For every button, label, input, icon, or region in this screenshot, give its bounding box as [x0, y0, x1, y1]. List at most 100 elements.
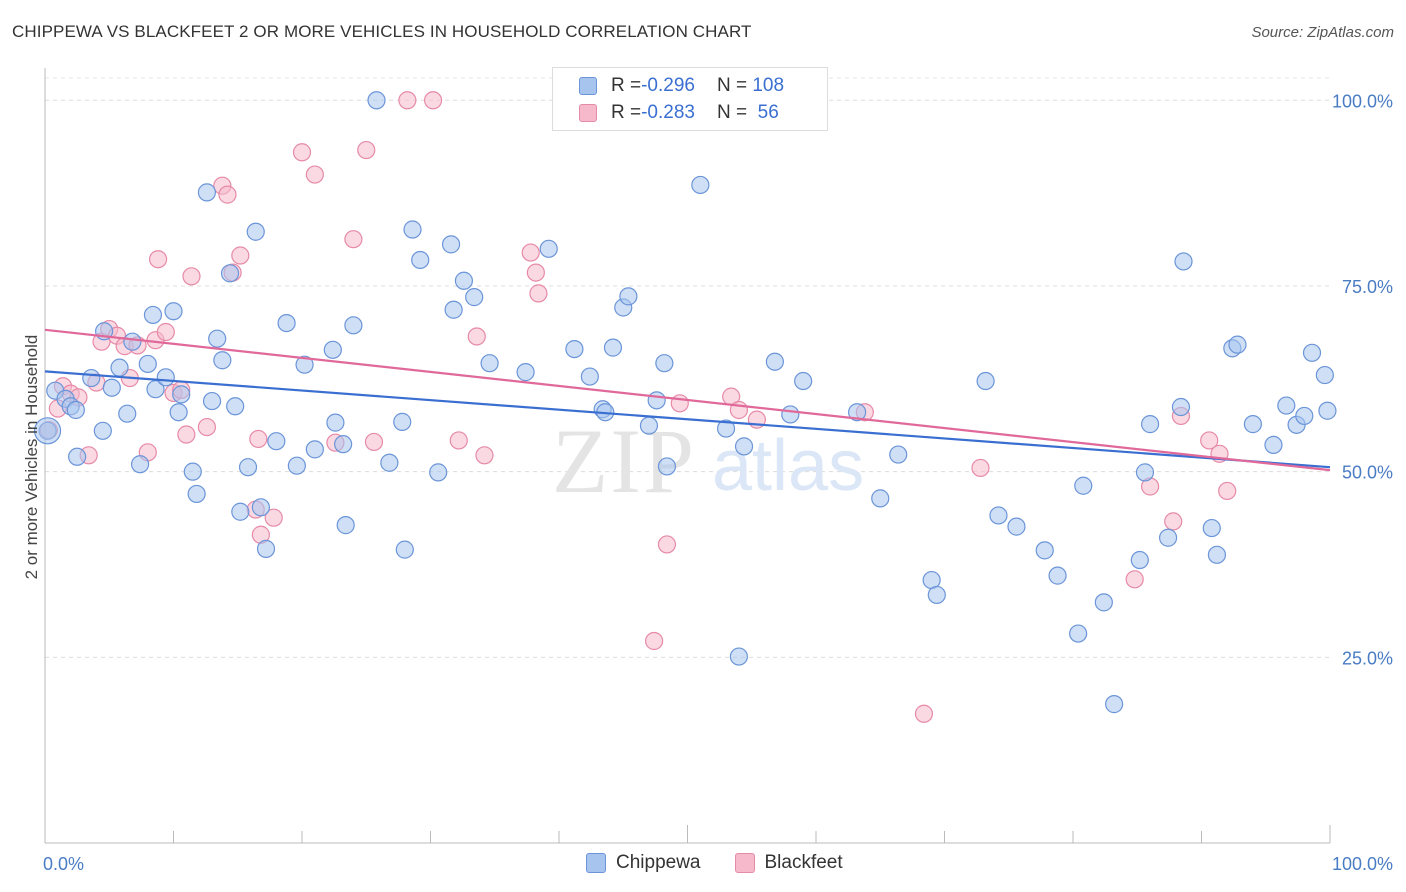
- chippewa-point: [202, 391, 222, 411]
- chippewa-point: [326, 413, 345, 432]
- chippewa-point: [603, 338, 623, 357]
- blackfeet-point: [449, 431, 468, 450]
- blackfeet-point: [148, 250, 168, 269]
- chippewa-point: [794, 371, 813, 391]
- chippewa-point: [889, 445, 908, 464]
- chippewa-point: [169, 403, 188, 422]
- chippewa-point: [1130, 550, 1149, 570]
- blackfeet-point: [971, 458, 990, 478]
- series-swatch-chippewa: [586, 853, 606, 873]
- watermark: ZIP atlas: [552, 410, 864, 512]
- chippewa-points: [33, 91, 1337, 714]
- chippewa-point: [197, 183, 217, 202]
- legend-r-value: -0.296: [641, 75, 695, 96]
- legend-r-label: R =: [611, 75, 642, 96]
- blackfeet-point: [644, 631, 664, 651]
- chippewa-point: [441, 235, 461, 254]
- chippewa-point: [1074, 476, 1093, 495]
- chippewa-point: [781, 405, 800, 424]
- blackfeet-point: [467, 327, 486, 346]
- chippewa-point: [336, 516, 355, 535]
- chippewa-point: [480, 354, 499, 373]
- blackfeet-point: [177, 425, 196, 444]
- chippewa-point: [183, 462, 202, 481]
- chippewa-point: [516, 363, 535, 382]
- chippewa-point: [647, 391, 666, 410]
- blackfeet-point: [156, 322, 175, 342]
- tick-labels: 25.0% 50.0% 75.0% 100.0% 0.0% 100.0%: [43, 91, 1393, 874]
- chippewa-point: [267, 432, 286, 451]
- chippewa-point: [403, 220, 422, 239]
- blackfeet-points: [39, 91, 1237, 723]
- chippewa-point: [871, 489, 890, 508]
- source-label[interactable]: Source: ZipAtlas.com: [1251, 24, 1394, 41]
- blackfeet-point: [231, 246, 250, 265]
- chippewa-point: [208, 329, 227, 348]
- chippewa-point: [1048, 566, 1067, 585]
- chippewa-point: [539, 239, 558, 258]
- blackfeet-point: [292, 143, 312, 162]
- chippewa-point: [295, 355, 314, 374]
- series-legend-blackfeet[interactable]: Blackfeet: [734, 852, 843, 874]
- blackfeet-point: [914, 704, 934, 723]
- chippewa-point: [1035, 541, 1054, 560]
- chippewa-point: [367, 91, 386, 110]
- legend-n-label: N =: [716, 102, 753, 123]
- series-name-chippewa: Chippewa: [616, 852, 701, 873]
- chippewa-point: [1295, 406, 1314, 426]
- blackfeet-point: [364, 432, 384, 452]
- legend-n-value: 56: [752, 102, 779, 123]
- x-tick-label: 100.0%: [1332, 854, 1393, 874]
- chippewa-trend-line: [44, 370, 1331, 469]
- blackfeet-point: [182, 267, 201, 286]
- blackfeet-point: [1218, 481, 1237, 501]
- blackfeet-point: [305, 165, 324, 184]
- chippewa-point: [1207, 545, 1227, 564]
- legend-row-blackfeet: R = -0.283 N = 56: [579, 100, 779, 126]
- blackfeet-point: [218, 185, 237, 204]
- chippewa-point: [716, 419, 736, 438]
- chippewa-point: [1171, 397, 1191, 417]
- blackfeet-point: [1125, 570, 1144, 589]
- chippewa-point: [565, 339, 584, 359]
- chippewa-point: [1158, 528, 1178, 547]
- chippewa-point: [164, 302, 183, 321]
- chippewa-point: [1302, 343, 1322, 362]
- blackfeet-point: [1200, 431, 1219, 450]
- grid-lines: [45, 77, 1330, 658]
- chippewa-point: [976, 371, 995, 391]
- blackfeet-point: [197, 417, 217, 437]
- chippewa-point-large: [33, 417, 62, 445]
- chippewa-point: [927, 585, 946, 605]
- series-legend-chippewa[interactable]: Chippewa: [586, 852, 701, 874]
- chippewa-point: [118, 404, 137, 423]
- chippewa-point: [305, 440, 324, 459]
- chippewa-point: [580, 367, 599, 386]
- blackfeet-point: [1164, 512, 1183, 531]
- x-tick-label: 0.0%: [43, 854, 84, 874]
- chippewa-point: [277, 313, 296, 333]
- chippewa-point: [411, 250, 430, 270]
- chippewa-point: [1264, 435, 1283, 455]
- chippewa-point: [1315, 365, 1334, 385]
- chippewa-point: [429, 463, 448, 482]
- chippewa-point: [395, 540, 414, 559]
- chippewa-point: [989, 506, 1008, 525]
- chippewa-point: [213, 351, 232, 370]
- chippewa-point: [238, 458, 258, 477]
- y-tick-label: 25.0%: [1342, 648, 1393, 668]
- series-legend: Chippewa Blackfeet: [586, 852, 877, 874]
- legend-n-value: 108: [752, 75, 785, 96]
- chippewa-point: [68, 447, 87, 466]
- blackfeet-point: [670, 394, 689, 413]
- y-tick-label: 50.0%: [1342, 463, 1393, 483]
- chippewa-point: [138, 354, 157, 374]
- chippewa-point: [251, 498, 270, 517]
- chippewa-point: [465, 288, 484, 307]
- chippewa-point: [765, 352, 784, 371]
- chippewa-point: [187, 484, 206, 504]
- chippewa-point: [619, 287, 638, 306]
- chippewa-point: [655, 354, 674, 373]
- y-axis-label: 2 or more Vehicles in Household: [22, 335, 41, 580]
